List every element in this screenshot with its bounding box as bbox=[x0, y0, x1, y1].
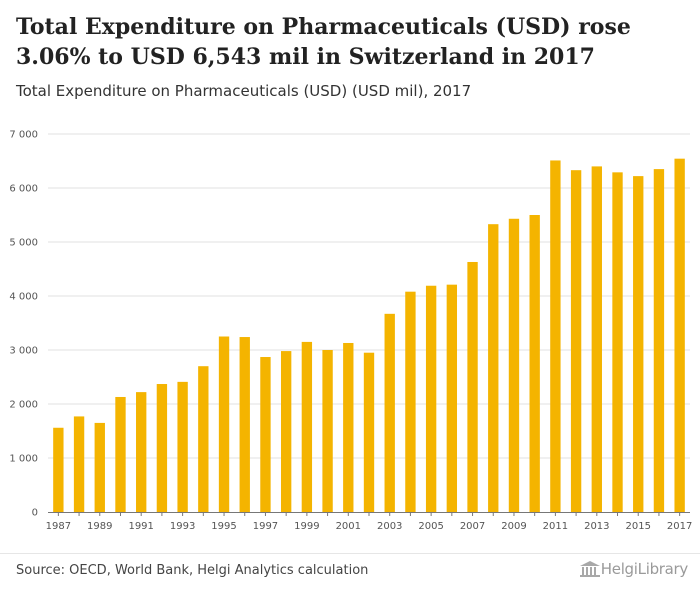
bar-1997 bbox=[260, 357, 271, 512]
bar-2005 bbox=[425, 285, 437, 512]
bar-1999 bbox=[301, 341, 313, 512]
bar-2000 bbox=[322, 350, 333, 512]
x-tick-label: 1995 bbox=[211, 521, 236, 532]
logo-text: HelgiLibrary bbox=[600, 560, 689, 578]
x-tick-label: 2003 bbox=[377, 521, 402, 532]
bar-2008 bbox=[488, 224, 499, 512]
y-tick-label: 2 000 bbox=[9, 400, 38, 411]
bar-2001 bbox=[343, 342, 354, 512]
bar-1987 bbox=[53, 427, 64, 512]
y-tick-label: 3 000 bbox=[9, 346, 38, 357]
bar-2003 bbox=[384, 313, 395, 512]
y-tick-label: 5 000 bbox=[9, 238, 38, 249]
bar-1996 bbox=[239, 337, 250, 512]
bar-1995 bbox=[218, 336, 230, 512]
bar-2010 bbox=[529, 215, 540, 512]
bar-2013 bbox=[591, 166, 602, 512]
bar-1993 bbox=[177, 381, 188, 512]
chart-subtitle: Total Expenditure on Pharmaceuticals (US… bbox=[16, 82, 472, 100]
bar-1990 bbox=[115, 396, 126, 512]
x-tick-label: 1989 bbox=[87, 521, 112, 532]
x-tick-label: 1999 bbox=[294, 521, 319, 532]
bar-1992 bbox=[156, 384, 168, 512]
library-building-icon bbox=[579, 561, 600, 577]
bar-chart: 0 1 000 2 000 3 000 4 000 5 000 6 000 7 000 198… bbox=[9, 130, 692, 533]
y-axis-ticks: 0 1 000 2 000 3 000 4 000 5 000 6 000 7 000 bbox=[9, 130, 38, 519]
x-tick-label: 2011 bbox=[543, 521, 568, 532]
y-tick-label: 1 000 bbox=[9, 454, 38, 465]
bar-2006 bbox=[446, 284, 458, 512]
y-tick-label: 4 000 bbox=[9, 292, 38, 303]
bar-2004 bbox=[405, 291, 416, 512]
x-tick-label: 2009 bbox=[501, 521, 526, 532]
x-tick-label: 1987 bbox=[46, 521, 71, 532]
x-tick-label: 1993 bbox=[170, 521, 195, 532]
gridlines bbox=[48, 133, 690, 459]
bar-2009 bbox=[508, 218, 520, 512]
bar-2007 bbox=[467, 261, 478, 512]
bar-2014 bbox=[612, 172, 623, 512]
bar-2012 bbox=[570, 170, 582, 512]
bar-1994 bbox=[198, 366, 209, 512]
x-tick-label: 2017 bbox=[667, 521, 692, 532]
bar-1998 bbox=[280, 351, 292, 512]
x-tick-label: 2005 bbox=[418, 521, 443, 532]
x-tick-label: 2007 bbox=[460, 521, 485, 532]
bars bbox=[53, 158, 685, 513]
bar-2017 bbox=[674, 158, 685, 513]
bar-2016 bbox=[653, 169, 665, 512]
bar-1988 bbox=[73, 416, 85, 512]
helgi-library-logo[interactable]: HelgiLibrary bbox=[579, 560, 688, 578]
bar-2015 bbox=[633, 176, 644, 512]
x-tick-label: 2013 bbox=[584, 521, 609, 532]
bar-1991 bbox=[136, 392, 147, 512]
chart-title: Total Expenditure on Pharmaceuticals (US… bbox=[16, 14, 631, 70]
bar-2002 bbox=[363, 352, 375, 512]
x-tick-label: 1991 bbox=[128, 521, 153, 532]
footer-divider bbox=[0, 553, 700, 554]
y-tick-label: 0 bbox=[32, 508, 38, 519]
x-axis-ticks: 1987 1989 1991 1993 1995 1997 1999 2001 2003 2005… bbox=[46, 512, 692, 532]
x-tick-label: 1997 bbox=[253, 521, 278, 532]
y-tick-label: 6 000 bbox=[9, 184, 38, 195]
x-tick-label: 2015 bbox=[625, 521, 650, 532]
x-tick-label: 2001 bbox=[336, 521, 361, 532]
bar-1989 bbox=[94, 422, 105, 512]
y-tick-label: 7 000 bbox=[9, 130, 38, 141]
bar-2011 bbox=[550, 160, 561, 512]
source-note: Source: OECD, World Bank, Helgi Analytic… bbox=[16, 563, 369, 578]
